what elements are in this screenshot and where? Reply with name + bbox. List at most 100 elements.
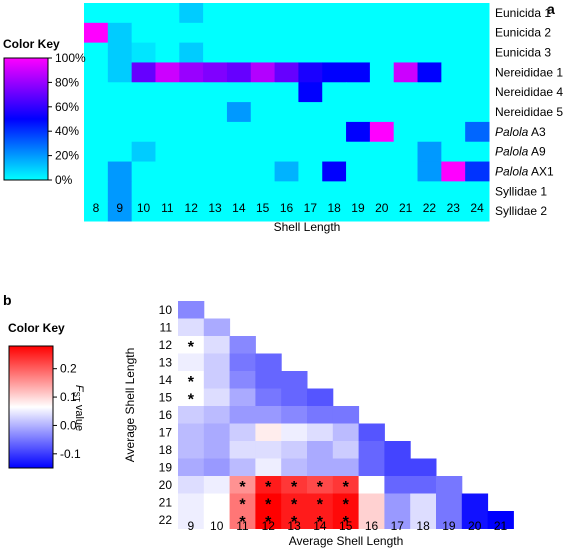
heatmap-b-significance-star: * xyxy=(265,496,272,513)
heatmap-a-cell xyxy=(465,201,490,222)
heatmap-a-cell xyxy=(417,62,442,83)
heatmap-a-row-label: Syllidae 2 xyxy=(495,204,547,218)
panel-a-color-key-bar xyxy=(3,57,49,181)
heatmap-b-cell xyxy=(332,511,360,529)
heatmap-a-row-label: Nereididae 5 xyxy=(495,105,563,119)
heatmap-a-row-label: Eunicida 2 xyxy=(495,26,551,40)
heatmap-b-y-tick: 19 xyxy=(159,460,173,474)
heatmap-b-cell xyxy=(410,493,437,512)
heatmap-a-cell xyxy=(107,22,133,44)
heatmap-b-cell xyxy=(255,441,282,459)
heatmap-a-cell xyxy=(369,22,395,44)
heatmap-b-significance-star: * xyxy=(343,496,350,513)
heatmap-b-cell xyxy=(487,511,514,529)
heatmap-a-cell xyxy=(322,42,347,63)
heatmap-a-cell xyxy=(155,42,180,63)
heatmap-b-x-tick: 13 xyxy=(287,519,301,533)
heatmap-a-row-label: Palola AX1 xyxy=(495,164,554,178)
heatmap-b-cell xyxy=(281,406,308,424)
heatmap-b-cell xyxy=(307,493,334,512)
heatmap-b-cell xyxy=(255,511,282,529)
heatmap-a-cell xyxy=(465,121,490,143)
heatmap-a-x-tick: 15 xyxy=(256,201,270,215)
heatmap-b-cell xyxy=(255,493,282,512)
heatmap-b-cell xyxy=(307,476,334,494)
heatmap-b-cell xyxy=(229,353,256,372)
heatmap-a-cell xyxy=(226,201,252,222)
heatmap-a-cell xyxy=(131,102,156,123)
heatmap-a-cell xyxy=(393,102,419,123)
heatmap-b-cell xyxy=(178,458,205,477)
heatmap-b-y-tick: 18 xyxy=(159,443,173,457)
heatmap-a-x-tick: 13 xyxy=(208,201,222,215)
heatmap-b-cell xyxy=(178,353,205,372)
heatmap-b-cell xyxy=(384,493,411,512)
heatmap-a-cell xyxy=(226,22,252,44)
heatmap-a-row-label: Palola A3 xyxy=(495,125,546,139)
heatmap-a-row-label: Palola A9 xyxy=(495,145,546,159)
panel-b-label: b xyxy=(3,292,12,308)
heatmap-a-cell xyxy=(131,42,156,63)
heatmap-b-y-tick: 15 xyxy=(159,390,173,404)
heatmap-b-cell xyxy=(281,371,308,389)
heatmap-a-cell xyxy=(441,201,466,222)
heatmap-a-cell xyxy=(417,3,442,24)
heatmap-b-cell xyxy=(203,353,231,372)
heatmap-a-cell xyxy=(441,42,466,63)
heatmap-b-x-tick: 17 xyxy=(391,519,405,533)
heatmap-a-cell xyxy=(346,141,371,163)
heatmap-a-cell xyxy=(322,102,347,123)
heatmap-a-x-tick: 8 xyxy=(93,201,100,215)
heatmap-a-cell xyxy=(155,82,180,103)
heatmap-b-cell xyxy=(229,458,256,477)
heatmap-a-cell xyxy=(84,102,109,123)
heatmap-b-cell xyxy=(229,371,256,389)
panel-a: a Eunicida 1 Eunicida 2 Eunicida 3 Nereidid… xyxy=(3,1,563,234)
heatmap-b-significance-star: * xyxy=(239,496,246,513)
heatmap-b-x-tick: 10 xyxy=(210,519,224,533)
color-key-a-tick-label: 60% xyxy=(55,100,79,114)
heatmap-a-x-tick: 16 xyxy=(280,201,294,215)
heatmap-b-x-tick: 16 xyxy=(365,519,379,533)
heatmap-b-cell xyxy=(255,406,282,424)
heatmap-a-cell xyxy=(131,3,156,24)
heatmap-a-cell xyxy=(131,82,156,103)
heatmap-a-cell xyxy=(393,121,419,143)
heatmap-b-cell xyxy=(203,441,231,459)
heatmap-a-cell xyxy=(84,141,109,163)
heatmap-a-x-tick: 18 xyxy=(327,201,341,215)
heatmap-a-cell xyxy=(322,181,347,202)
heatmap-b-significance-star: * xyxy=(265,479,272,496)
heatmap-a-cell xyxy=(84,22,109,44)
heatmap-a-cell xyxy=(441,82,466,103)
heatmap-a-x-tick: 23 xyxy=(447,201,461,215)
heatmap-a-cell xyxy=(155,181,180,202)
heatmap-a-cell xyxy=(346,82,371,103)
heatmap-a-cell xyxy=(465,82,490,103)
heatmap-b-cell xyxy=(436,511,463,529)
heatmap-a-cell xyxy=(465,141,490,163)
heatmap-b-cell xyxy=(255,388,282,407)
heatmap-a-cell xyxy=(393,181,419,202)
heatmap-a-cell xyxy=(274,62,299,83)
heatmap-a-cell xyxy=(203,141,228,163)
heatmap-b-y-tick: 22 xyxy=(159,513,173,527)
heatmap-a-cell xyxy=(203,62,228,83)
fst-sub: ST xyxy=(72,392,81,402)
heatmap-a-x-tick: 19 xyxy=(351,201,365,215)
color-key-a-tick-label: 40% xyxy=(55,124,79,138)
heatmap-a-cell xyxy=(274,102,299,123)
heatmap-a-cell xyxy=(203,82,228,103)
heatmap-b-cell xyxy=(203,511,231,529)
heatmap-a-cell xyxy=(84,3,109,24)
heatmap-a-cell xyxy=(393,42,419,63)
heatmap-a-cell xyxy=(346,102,371,123)
heatmap-b-cell xyxy=(281,476,308,494)
heatmap-a-cell xyxy=(346,161,371,182)
heatmap-a-cell xyxy=(155,201,180,222)
heatmap-a-cell xyxy=(107,181,133,202)
heatmap-b-x-tick: 19 xyxy=(442,519,456,533)
heatmap-a-cell xyxy=(322,3,347,24)
heatmap-b-cell xyxy=(229,511,256,529)
